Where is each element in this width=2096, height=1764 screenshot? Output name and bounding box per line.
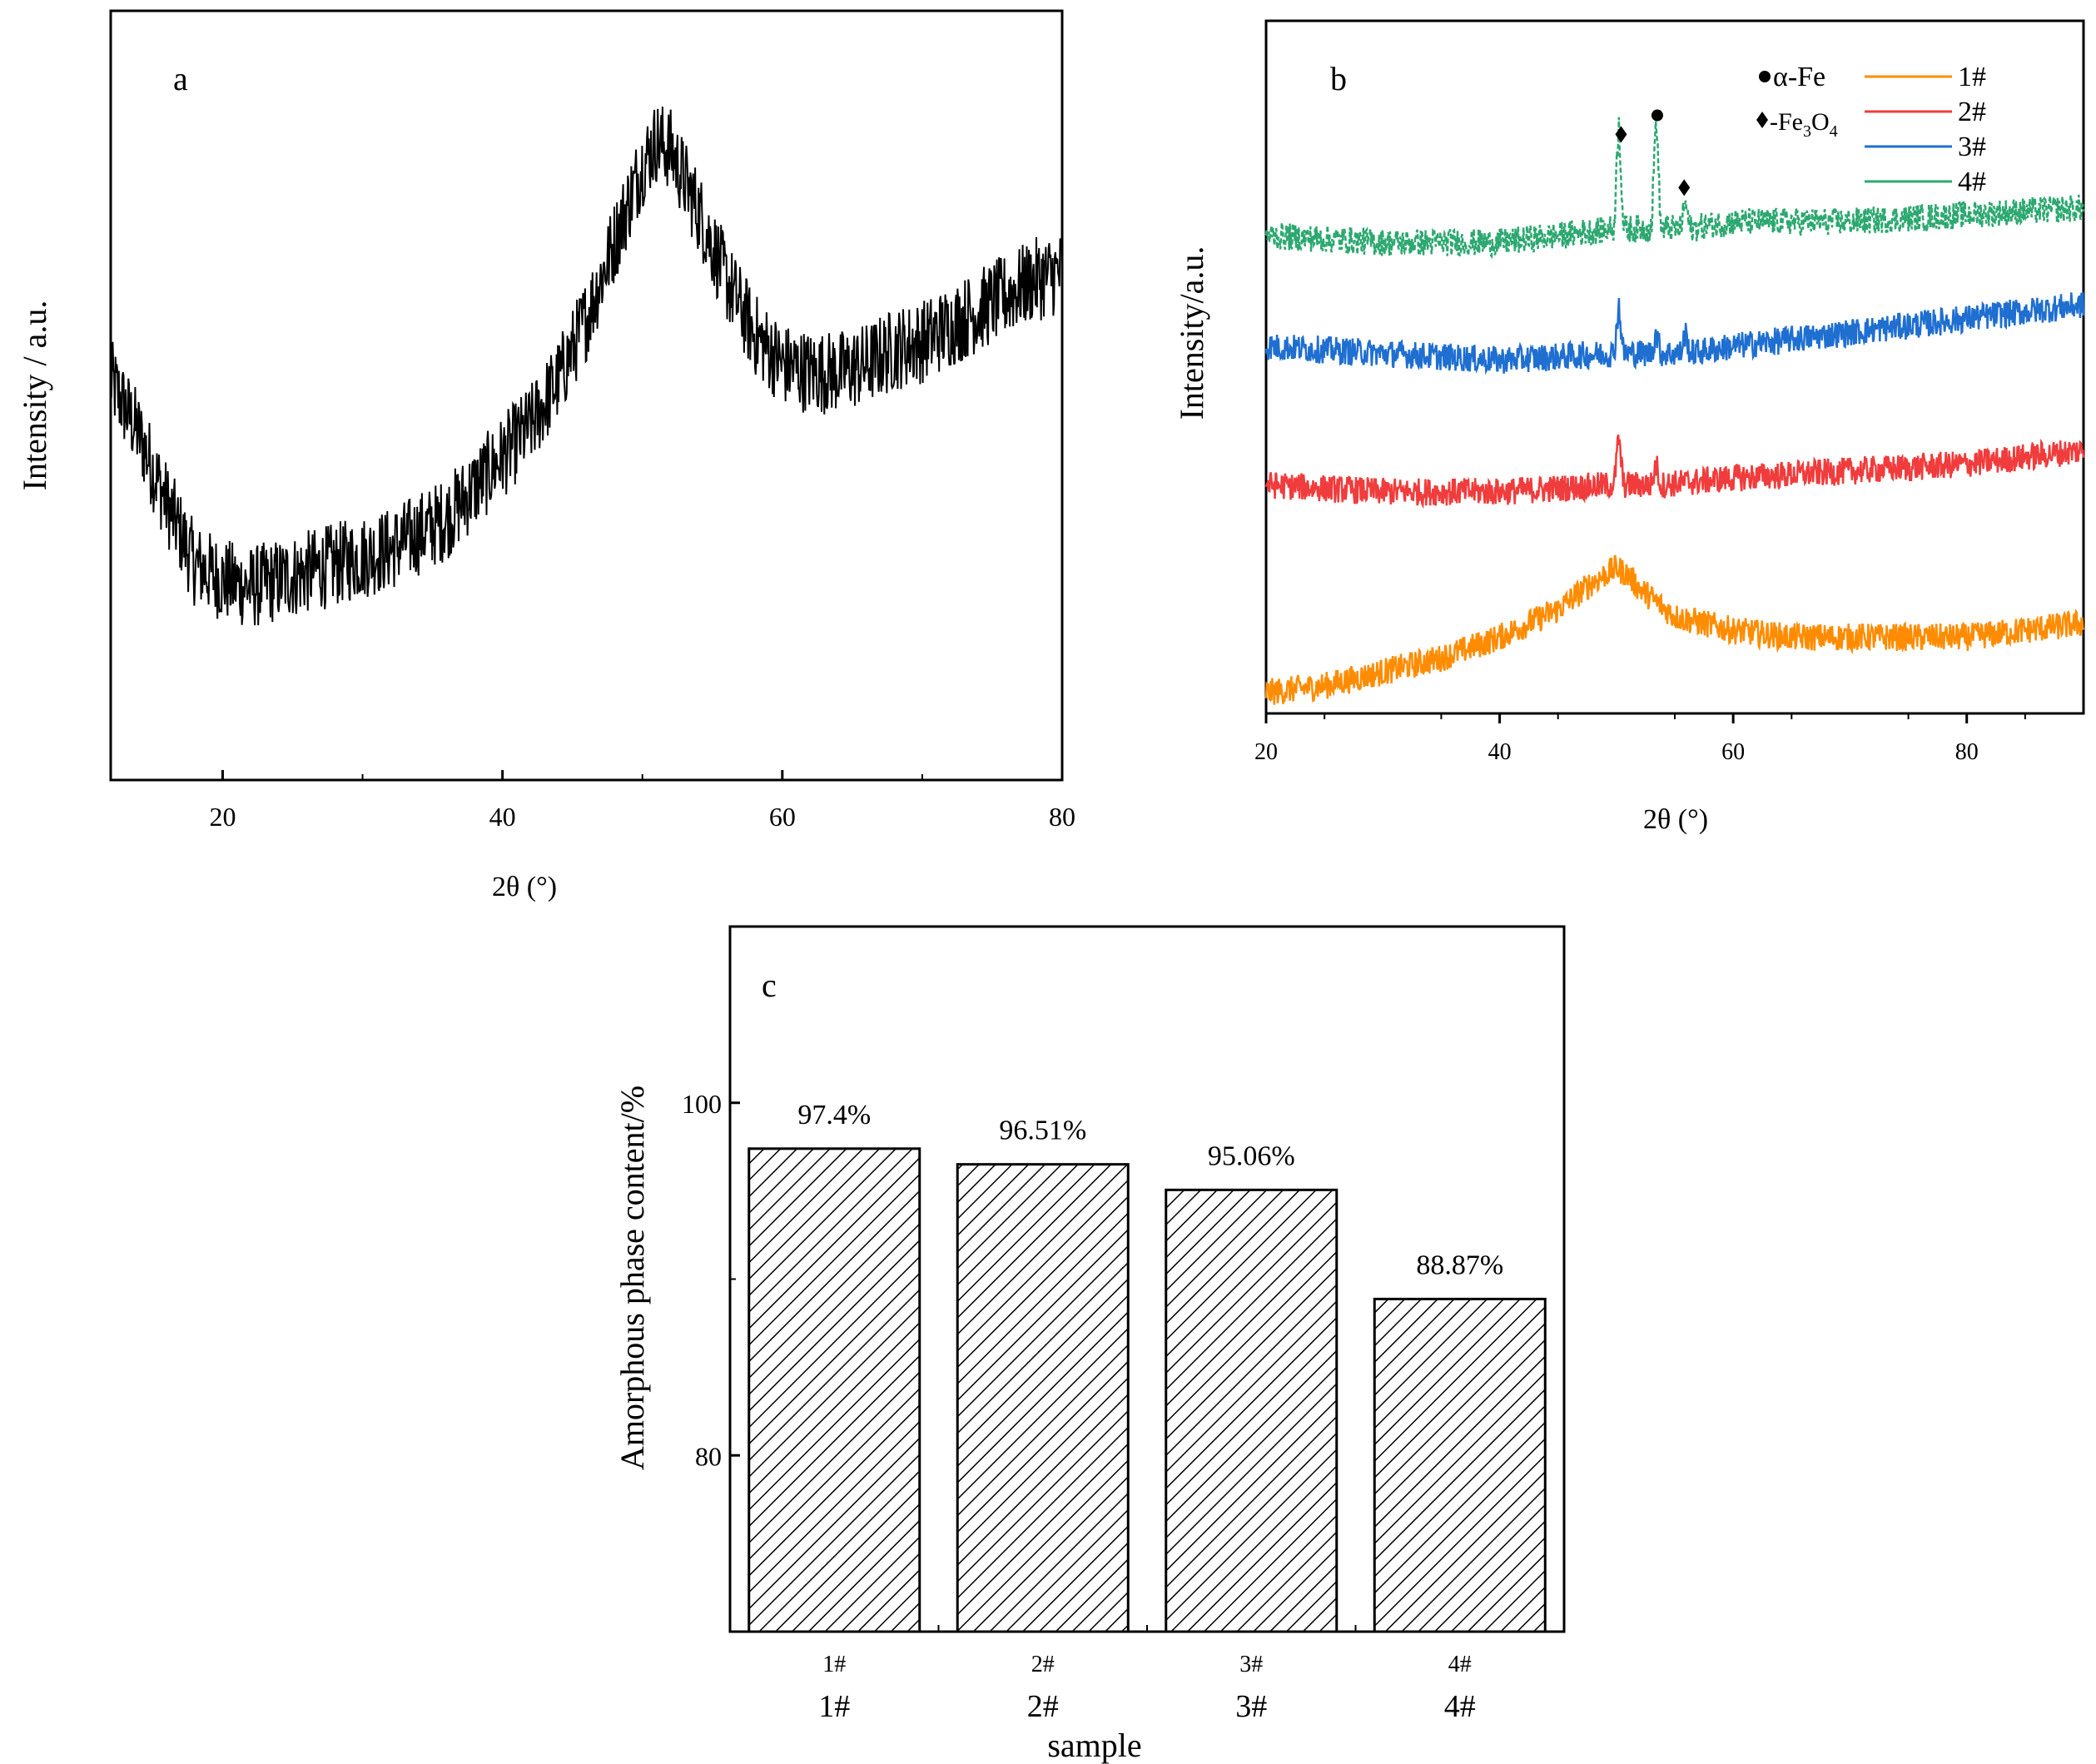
panel-c-bars: 97.4% 1# 1# 96.51% 2# 2# 95.06% 3# 3# 88.87% 4# 4#	[748, 1100, 1547, 1724]
panel-a-series-line	[110, 107, 1063, 626]
panel-b-series-line	[1264, 554, 2085, 705]
panel-b-xtick-label: 80	[1955, 739, 1979, 765]
panel-b-xlabel: 2θ (°)	[1643, 804, 1708, 835]
panel-b-series-line	[1264, 434, 2085, 509]
panel-b: b Intensity/a.u. 2θ (°) 20 40 60 80 α-Fe -F…	[1173, 19, 2085, 835]
category-label-upper-2#: 2#	[1031, 1652, 1055, 1677]
panel-a-xlabel: 2θ (°)	[492, 872, 557, 902]
bar-3#	[1165, 1188, 1339, 1633]
bar-1#	[748, 1147, 921, 1633]
panel-c-xlabel: sample	[1047, 1727, 1141, 1764]
data-label-4#: 88.87%	[1416, 1250, 1503, 1280]
panel-a-plot-area	[110, 107, 1063, 626]
alpha-fe-peak-marker	[1651, 109, 1663, 122]
panel-b-series-2#	[1264, 434, 2085, 509]
panel-b-plot-area	[1264, 117, 2085, 705]
panel-b-xtick-label: 20	[1254, 739, 1278, 765]
panel-a-xtick-label: 60	[769, 802, 796, 832]
panel-b-xtick-label: 60	[1721, 739, 1745, 765]
legend-label-1#: 1#	[1958, 62, 1986, 92]
panel-a-series	[110, 107, 1063, 626]
data-label-1#: 97.4%	[797, 1100, 871, 1130]
panel-c-ytick-label: 100	[682, 1089, 722, 1119]
panel-b-peak-markers	[1615, 109, 1691, 196]
panel-b-series-3#	[1264, 291, 2085, 375]
category-label-upper-1#: 1#	[822, 1652, 846, 1677]
panel-b-ylabel: Intensity/a.u.	[1173, 246, 1210, 420]
panel-c-label: c	[762, 966, 777, 1004]
data-label-3#: 95.06%	[1208, 1140, 1295, 1171]
panel-a-ticks: 20 40 60 80	[209, 770, 1075, 832]
fe3o4-legend-marker	[1756, 112, 1768, 128]
bar-4#	[1373, 1297, 1547, 1633]
data-label-2#: 96.51%	[999, 1116, 1086, 1146]
legend-label-3#: 3#	[1958, 132, 1986, 162]
bar-2#	[956, 1163, 1130, 1633]
panel-c-ylabel: Amorphous phase content/%	[613, 1086, 651, 1470]
category-label-upper-3#: 3#	[1239, 1652, 1263, 1677]
panel-b-label: b	[1330, 60, 1347, 97]
panel-a-xtick-label: 40	[489, 802, 516, 832]
category-label-1#: 1#	[818, 1689, 850, 1724]
panel-c-ticks: 80 100	[682, 1089, 740, 1471]
panel-a-ylabel: Intensity / a.u.	[16, 301, 53, 491]
fe3o4-peak-marker	[1615, 126, 1627, 143]
alpha-fe-legend-marker	[1759, 71, 1771, 82]
legend-label-2#: 2#	[1958, 97, 1986, 127]
legend-label-4#: 4#	[1958, 166, 1986, 197]
category-label-upper-4#: 4#	[1448, 1652, 1472, 1677]
panel-a-label: a	[173, 60, 188, 97]
panel-a-frame	[109, 9, 1064, 782]
fe3o4-peak-marker	[1678, 179, 1691, 196]
category-label-3#: 3#	[1235, 1689, 1267, 1724]
panel-c-ytick-label: 80	[695, 1441, 722, 1471]
panel-a-xtick-label: 80	[1049, 802, 1075, 832]
category-label-2#: 2#	[1027, 1689, 1059, 1724]
panel-c: c Amorphous phase content/% sample 80 100…	[613, 925, 1566, 1764]
panel-b-series-4#	[1264, 117, 2085, 260]
panel-a: a Intensity / a.u. 2θ (°) 20 40 60 80	[16, 9, 1075, 902]
panel-b-ticks: 20 40 60 80	[1254, 713, 2026, 765]
category-label-4#: 4#	[1444, 1689, 1476, 1724]
panel-b-xtick-label: 40	[1488, 739, 1512, 765]
panel-b-series-1#	[1264, 554, 2085, 705]
panel-b-series-line	[1264, 117, 2085, 260]
fe3o4-label: -Fe3O4	[1770, 108, 1838, 141]
panel-b-series-line	[1264, 291, 2085, 375]
panel-a-xtick-label: 20	[209, 802, 236, 832]
panel-b-legend: 1# 2# 3# 4#	[1865, 62, 1986, 197]
alpha-fe-label: α-Fe	[1773, 62, 1825, 92]
